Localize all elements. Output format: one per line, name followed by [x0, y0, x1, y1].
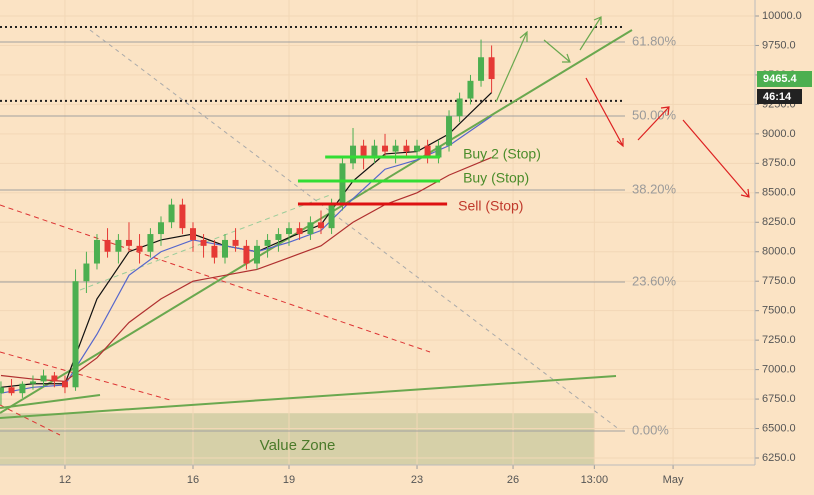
candle-body	[254, 245, 261, 264]
candle-body	[168, 204, 175, 223]
trendline	[0, 375, 617, 419]
candle-body	[72, 281, 79, 388]
candle-body	[435, 145, 442, 158]
red-arrows	[585, 77, 750, 198]
candle-body	[478, 57, 485, 81]
candle-body	[307, 222, 314, 235]
x-tick-label: 23	[411, 474, 423, 486]
candle-body	[157, 222, 164, 235]
signal-label: Buy (Stop)	[463, 170, 529, 186]
candle-body	[360, 145, 367, 158]
candle-body	[232, 239, 239, 246]
moving-average	[0, 115, 492, 394]
candle-body	[115, 239, 122, 252]
candle-body	[8, 387, 15, 394]
fib-label: 0.00%	[632, 422, 669, 437]
y-tick-label: 9750.0	[762, 39, 796, 51]
candle-body	[392, 145, 399, 152]
last-price-label: 9465.4	[763, 73, 798, 85]
candle-body	[51, 375, 58, 382]
candle-body	[382, 145, 389, 152]
trendline	[0, 394, 101, 409]
y-tick-label: 6500.0	[762, 422, 796, 434]
value-zone-label: Value Zone	[260, 437, 336, 454]
x-tick-label: 16	[187, 474, 199, 486]
x-tick-label: 19	[283, 474, 295, 486]
candle-body	[286, 228, 293, 235]
fib-label: 38.20%	[632, 181, 677, 196]
y-tick-label: 8500.0	[762, 187, 796, 199]
candle-body	[296, 228, 303, 235]
last-price-tag	[757, 71, 812, 88]
x-tick-label: 13:00	[581, 474, 609, 486]
y-tick-label: 9000.0	[762, 128, 796, 140]
candle-body	[104, 239, 111, 252]
fib-label: 61.80%	[632, 33, 677, 48]
dashed-trendline	[0, 204, 431, 353]
y-tick-label: 6750.0	[762, 393, 796, 405]
candle-body	[0, 387, 4, 394]
signal-label: Sell (Stop)	[458, 198, 523, 214]
candle-body	[339, 163, 346, 205]
value-zone	[0, 413, 595, 465]
candle-body	[318, 222, 325, 229]
candle-body	[125, 239, 132, 246]
countdown-tag	[757, 89, 802, 105]
y-tick-label: 7250.0	[762, 334, 796, 346]
candle-body	[136, 245, 143, 252]
candle-body	[147, 234, 154, 252]
y-tick-label: 8250.0	[762, 216, 796, 228]
candle-body	[189, 228, 196, 240]
candle-body	[456, 98, 463, 117]
candle-body	[93, 239, 100, 264]
candle-body	[414, 145, 421, 152]
x-tick-label: May	[663, 474, 684, 486]
y-tick-label: 8750.0	[762, 157, 796, 169]
candle-body	[446, 116, 453, 146]
candle-body	[29, 381, 36, 384]
candle-body	[243, 245, 250, 264]
candle-body	[264, 239, 271, 246]
candle-body	[40, 375, 47, 382]
signal-label: Buy 2 (Stop)	[463, 146, 541, 162]
countdown-label: 46:14	[763, 91, 792, 103]
y-tick-label: 7750.0	[762, 275, 796, 287]
x-tick-label: 12	[59, 474, 71, 486]
y-tick-label: 7000.0	[762, 364, 796, 376]
candle-body	[61, 381, 68, 388]
dashed-trendline	[0, 404, 61, 436]
candle-body	[221, 239, 228, 258]
green-arrows	[495, 16, 602, 103]
fib-label: 50.00%	[632, 107, 677, 122]
candle-body	[19, 383, 26, 394]
y-tick-label: 6250.0	[762, 452, 796, 464]
candle-body	[211, 245, 218, 258]
dashed-trendline	[89, 29, 621, 431]
y-tick-label: 8000.0	[762, 246, 796, 258]
candle-body	[403, 145, 410, 152]
candle-body	[488, 57, 495, 80]
candle-body	[83, 263, 90, 282]
candle-body	[371, 145, 378, 158]
moving-average	[0, 156, 492, 383]
x-tick-label: 26	[507, 474, 519, 486]
fib-label: 23.60%	[632, 273, 677, 288]
y-tick-label: 7500.0	[762, 305, 796, 317]
candle-body	[328, 204, 335, 229]
candle-body	[275, 234, 282, 240]
candle-body	[467, 80, 474, 99]
dashed-trendline	[0, 351, 171, 401]
y-tick-label: 10000.0	[762, 10, 802, 22]
candle-body	[350, 145, 357, 164]
candle-body	[200, 239, 207, 246]
candle-body	[424, 145, 431, 158]
candle-body	[179, 204, 186, 229]
